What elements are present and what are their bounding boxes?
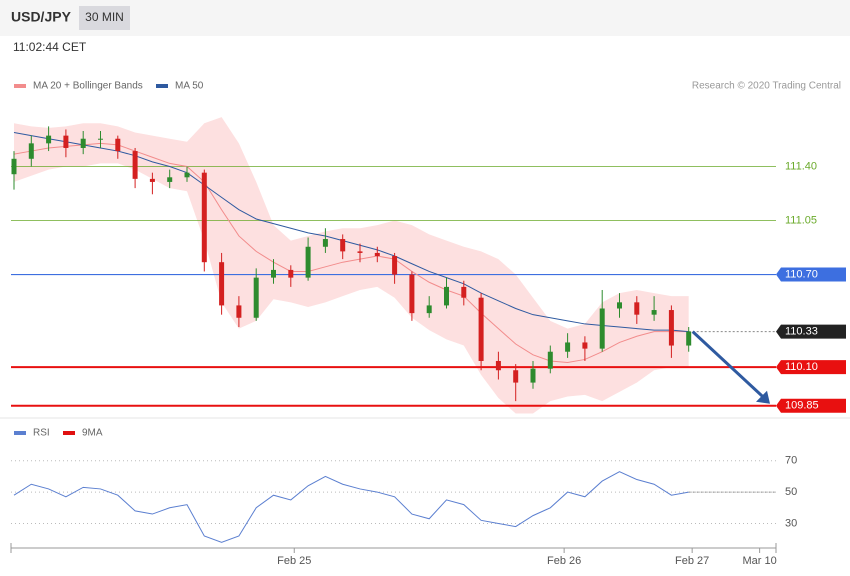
candle-body [340, 239, 346, 252]
candle-body [288, 269, 294, 278]
candle-body [253, 277, 259, 318]
level-label-box [776, 360, 846, 375]
candle-body [63, 135, 69, 148]
header-bar [0, 0, 850, 36]
candle-body [651, 310, 657, 315]
candle-body [686, 331, 692, 346]
rsi-line [13, 471, 689, 543]
candle-body [80, 138, 86, 148]
x-tick-label: Feb 27 [675, 555, 709, 567]
legend-swatch [63, 431, 75, 435]
legend-label: MA 50 [175, 81, 204, 92]
level-label-box [776, 267, 846, 282]
level-label: 111.05 [785, 214, 817, 226]
candle-body [132, 151, 138, 179]
candle-body [668, 310, 674, 346]
level-label-box [776, 398, 846, 413]
candle-body [409, 274, 415, 314]
candle-body [219, 262, 225, 306]
ma-line [13, 142, 689, 364]
bollinger-band [14, 117, 689, 414]
rsi-tick-label: 70 [785, 455, 797, 467]
candle-body [495, 360, 501, 371]
candle-body [46, 135, 52, 144]
source: Research © 2020 Trading Central [692, 81, 841, 92]
candle-body [11, 158, 17, 175]
candle-body [201, 172, 207, 263]
candle-body [305, 246, 311, 278]
level-label: 110.70 [785, 268, 818, 280]
target-arrow-head [756, 390, 770, 404]
candle-body [617, 302, 622, 309]
candle-body [565, 342, 571, 352]
level-label: 110.10 [785, 361, 818, 373]
candle-body [149, 178, 155, 182]
level-label-box [776, 324, 846, 339]
candle-body [547, 351, 553, 369]
candle-body [271, 269, 276, 278]
candle-body [426, 305, 432, 314]
candle-body [28, 143, 34, 159]
target-arrow [691, 330, 766, 399]
candle-body [184, 172, 190, 178]
x-tick-label: Feb 26 [547, 555, 581, 567]
candle-body [582, 342, 588, 349]
level-label: 109.85 [785, 400, 819, 412]
level-label: 111.40 [785, 160, 817, 172]
legend-swatch [156, 84, 168, 88]
candle-body [599, 308, 605, 349]
candle-body [444, 286, 449, 306]
candle-body [357, 251, 363, 253]
level-label: 110.33 [785, 326, 818, 338]
candle-body [530, 368, 536, 383]
candle-body [392, 256, 398, 275]
candle-body [236, 305, 242, 318]
rsi-tick-label: 50 [785, 486, 797, 498]
candle-body [167, 177, 173, 182]
legend-label: 9MA [82, 428, 103, 439]
candle-body [322, 239, 328, 247]
candle-body [98, 138, 103, 140]
timeframe-box[interactable] [79, 6, 130, 30]
timeframe: 30 MIN [85, 10, 124, 24]
candle-body [461, 286, 467, 298]
time: 11:02:44 CET [13, 40, 87, 54]
legend-label: MA 20 + Bollinger Bands [33, 81, 143, 92]
ma-line [13, 132, 689, 333]
x-tick-label: Feb 25 [277, 555, 311, 567]
candle-body [478, 297, 484, 361]
candle-body [513, 370, 519, 383]
candle-body [115, 138, 121, 152]
candle-body [374, 252, 380, 257]
x-tick-label: Mar 10 [743, 555, 777, 567]
legend-swatch [14, 84, 26, 88]
rsi-tick-label: 30 [785, 517, 797, 529]
legend-swatch [14, 431, 26, 435]
legend-label: RSI [33, 428, 50, 439]
candle-body [634, 302, 640, 315]
symbol: USD/JPY [11, 9, 72, 25]
